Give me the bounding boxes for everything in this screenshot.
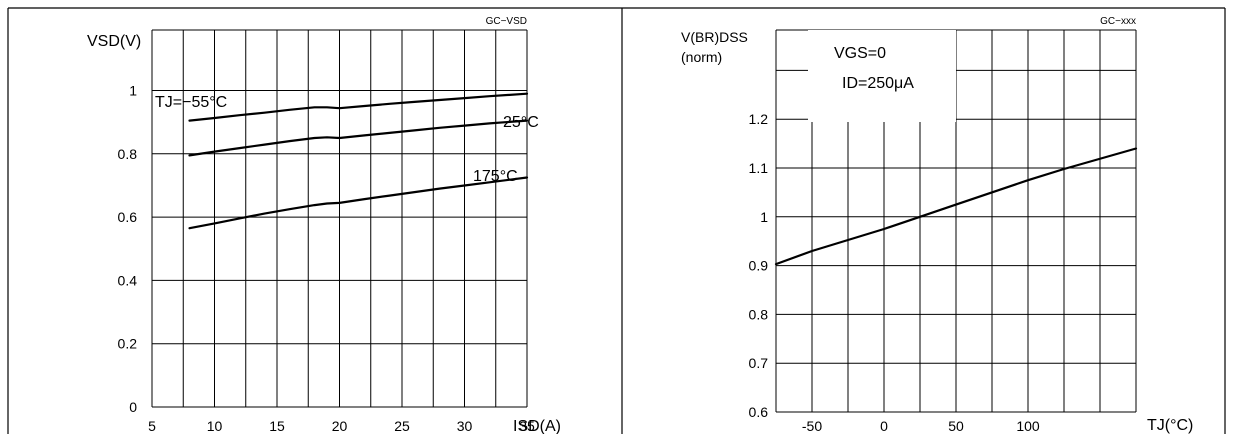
right-x-tick-label: 100 (1016, 418, 1040, 434)
left-x-tick-label: 10 (207, 418, 223, 434)
left-x-tick-label: 20 (332, 418, 348, 434)
left-y-tick-label: 0.8 (118, 146, 138, 162)
left-y-tick-label: 0.4 (118, 272, 138, 288)
annotation-vgs: VGS=0 (834, 45, 886, 62)
left-y-tick-label: 0.6 (118, 209, 138, 225)
left-chart: 00.20.40.60.815 10 15 20 25 30 35TJ=−55°C25°C1… (118, 29, 539, 434)
left-x-tick-label: 15 (269, 418, 285, 434)
right-y-tick-label: 0.7 (749, 355, 769, 371)
left-series-line (188, 119, 529, 157)
right-y-tick-label: 1.2 (749, 111, 769, 127)
right-y-axis-title-line2: (norm) (681, 49, 722, 65)
right-y-axis-title-line1: V(BR)DSS (681, 29, 748, 45)
left-series-line (188, 176, 529, 230)
left-y-axis-title: VSD(V) (87, 33, 141, 50)
left-x-tick-label: 35 (519, 418, 535, 434)
right-x-axis-title: TJ(°C) (1147, 417, 1193, 434)
right-y-tick-label: 0.6 (749, 404, 769, 420)
annotation-box (808, 30, 956, 122)
left-y-tick-label: 0.2 (118, 336, 138, 352)
left-series-line (188, 92, 529, 122)
left-x-axis-title: ISD(A) (513, 418, 561, 434)
left-series-label: TJ=−55°C (155, 94, 227, 111)
annotation-id: ID=250μA (842, 75, 914, 92)
left-x-tick-label: 25 (394, 418, 410, 434)
left-y-tick-label: 1 (129, 83, 137, 99)
right-y-tick-label: 0.9 (749, 258, 769, 274)
right-series-line (774, 147, 1138, 266)
left-series-label: 25°C (503, 114, 539, 131)
left-y-tick-label: 0 (129, 399, 137, 415)
right-x-tick-label: 0 (880, 418, 888, 434)
left-x-tick-label: 5 (148, 418, 156, 434)
left-x-tick-label: 30 (457, 418, 473, 434)
left-chart-code: GC−VSD (486, 16, 527, 27)
right-x-tick-label: -50 (802, 418, 822, 434)
left-series-label: 175°C (473, 168, 518, 185)
right-x-tick-label: 50 (948, 418, 964, 434)
right-chart-code: GC−xxx (1100, 16, 1136, 27)
right-y-tick-label: 1.1 (749, 160, 769, 176)
right-y-tick-label: 0.8 (749, 306, 769, 322)
right-y-tick-label: 1 (760, 209, 768, 225)
